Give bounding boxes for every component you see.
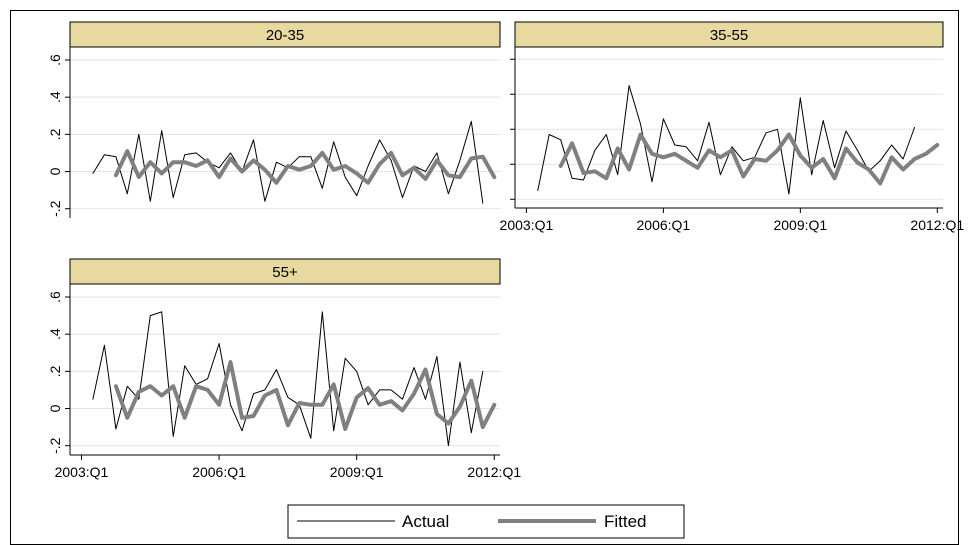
x-tick-label: 2003:Q1 xyxy=(55,464,109,480)
panel-strip xyxy=(69,21,501,48)
x-tick-label: 2009:Q1 xyxy=(330,464,384,480)
x-tick-label: 2003:Q1 xyxy=(500,217,554,233)
y-tick-label: .2 xyxy=(47,128,63,140)
x-tick-label: 2012:Q1 xyxy=(467,464,521,480)
series-line-fitted xyxy=(113,360,497,431)
y-tick-label: -.2 xyxy=(47,200,63,217)
x-tick-label: 2006:Q1 xyxy=(637,217,691,233)
panel-strip xyxy=(514,21,944,48)
series-line-fitted xyxy=(113,149,497,185)
y-tick-label: .6 xyxy=(47,291,63,303)
y-tick-label: .4 xyxy=(47,328,63,340)
y-tick-label: .6 xyxy=(47,54,63,66)
series-line-actual xyxy=(537,85,915,195)
y-tick-label: .2 xyxy=(47,365,63,377)
series-line-fitted xyxy=(558,132,940,186)
panel-title: 35-55 xyxy=(710,27,748,44)
y-tick-label: .4 xyxy=(47,91,63,103)
panel-strip xyxy=(69,258,501,285)
series-line-actual xyxy=(92,311,484,447)
panel-20-35: 20-35 -.2 0 .2 .4 .6 xyxy=(47,21,501,218)
legend-label-actual: Actual xyxy=(402,512,449,531)
x-tick-label: 2012:Q1 xyxy=(910,217,964,233)
panel-title: 55+ xyxy=(272,264,298,281)
legend-label-fitted: Fitted xyxy=(604,512,647,531)
x-tick-label: 2006:Q1 xyxy=(192,464,246,480)
y-tick-label: 0 xyxy=(47,404,63,412)
panel-55-: 55+ -.2 0 .2 .4 .6 2003:Q1 2006:Q1 2009:Q1 2012:Q… xyxy=(47,258,521,480)
x-tick-label: 2009:Q1 xyxy=(773,217,827,233)
legend: Actual Fitted xyxy=(287,504,685,539)
panel-35-55: 35-55 2003:Q1 2006:Q1 2009:Q1 2012:Q1 xyxy=(500,21,964,233)
y-tick-label: 0 xyxy=(47,167,63,175)
y-tick-label: -.2 xyxy=(47,437,63,454)
panel-title: 20-35 xyxy=(266,27,304,44)
